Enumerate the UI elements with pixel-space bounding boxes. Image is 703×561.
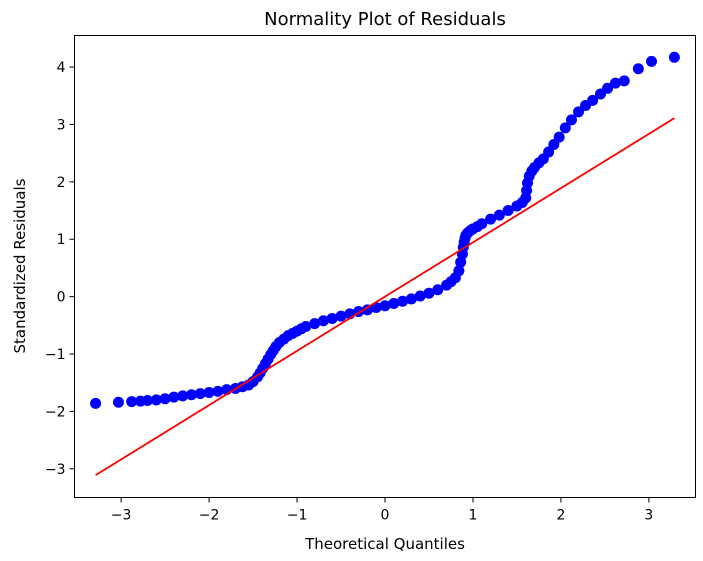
data-point xyxy=(602,82,614,94)
data-points xyxy=(90,51,680,409)
y-tick-label: 3 xyxy=(57,117,66,133)
x-tick-label: −2 xyxy=(199,508,220,524)
data-point xyxy=(90,397,102,409)
data-point xyxy=(309,318,321,330)
data-point xyxy=(142,395,154,407)
data-point xyxy=(159,393,171,405)
data-point xyxy=(185,389,197,401)
x-axis-label: Theoretical Quantiles xyxy=(304,535,465,553)
x-tick-label: −1 xyxy=(287,508,308,524)
y-tick-label: 1 xyxy=(57,232,66,248)
data-point xyxy=(203,386,215,398)
data-point xyxy=(300,320,312,332)
data-point xyxy=(397,295,409,307)
x-axis-ticks: −3 −2 −1 0 1 2 3 xyxy=(111,497,653,524)
data-point xyxy=(126,396,138,408)
x-tick-label: 3 xyxy=(644,508,653,524)
plot-background xyxy=(74,35,696,498)
y-tick-label: −1 xyxy=(45,347,66,363)
y-tick-label: −2 xyxy=(45,404,66,420)
x-tick-label: 0 xyxy=(381,508,390,524)
data-point xyxy=(212,385,224,397)
data-point xyxy=(326,312,338,324)
data-point xyxy=(453,265,465,277)
x-tick-label: 2 xyxy=(556,508,565,524)
data-point xyxy=(335,310,347,322)
data-point xyxy=(632,63,644,75)
data-point xyxy=(502,205,514,217)
y-tick-label: 4 xyxy=(57,60,66,76)
y-tick-label: 2 xyxy=(57,175,66,191)
data-point xyxy=(573,106,585,118)
data-point xyxy=(317,315,329,327)
data-point xyxy=(177,390,189,402)
x-tick-label: 1 xyxy=(468,508,477,524)
data-point xyxy=(423,287,435,299)
chart-title: Normality Plot of Residuals xyxy=(264,9,506,30)
data-point xyxy=(112,396,124,408)
data-point xyxy=(194,388,206,400)
data-point xyxy=(405,293,417,305)
data-point xyxy=(485,213,497,225)
data-point xyxy=(559,122,571,134)
y-axis-label: Standardized Residuals xyxy=(11,178,29,353)
y-tick-label: −3 xyxy=(45,462,66,478)
data-point xyxy=(388,298,400,310)
data-point xyxy=(379,300,391,312)
data-point xyxy=(587,94,599,106)
data-point xyxy=(668,51,680,63)
data-point xyxy=(414,290,426,302)
data-point xyxy=(646,55,658,67)
data-point xyxy=(493,209,505,221)
data-point xyxy=(609,77,621,89)
data-point xyxy=(150,394,162,406)
y-axis-ticks: −3 −2 −1 0 1 2 3 4 xyxy=(45,60,75,478)
data-point xyxy=(618,75,630,87)
data-point xyxy=(432,284,444,296)
data-point xyxy=(553,131,565,143)
data-point xyxy=(476,218,488,230)
data-point xyxy=(168,391,180,403)
y-tick-label: 0 xyxy=(57,290,66,306)
data-point xyxy=(361,304,373,316)
data-point xyxy=(565,114,577,126)
reference-fit-line xyxy=(95,117,675,476)
x-tick-label: −3 xyxy=(111,508,132,524)
